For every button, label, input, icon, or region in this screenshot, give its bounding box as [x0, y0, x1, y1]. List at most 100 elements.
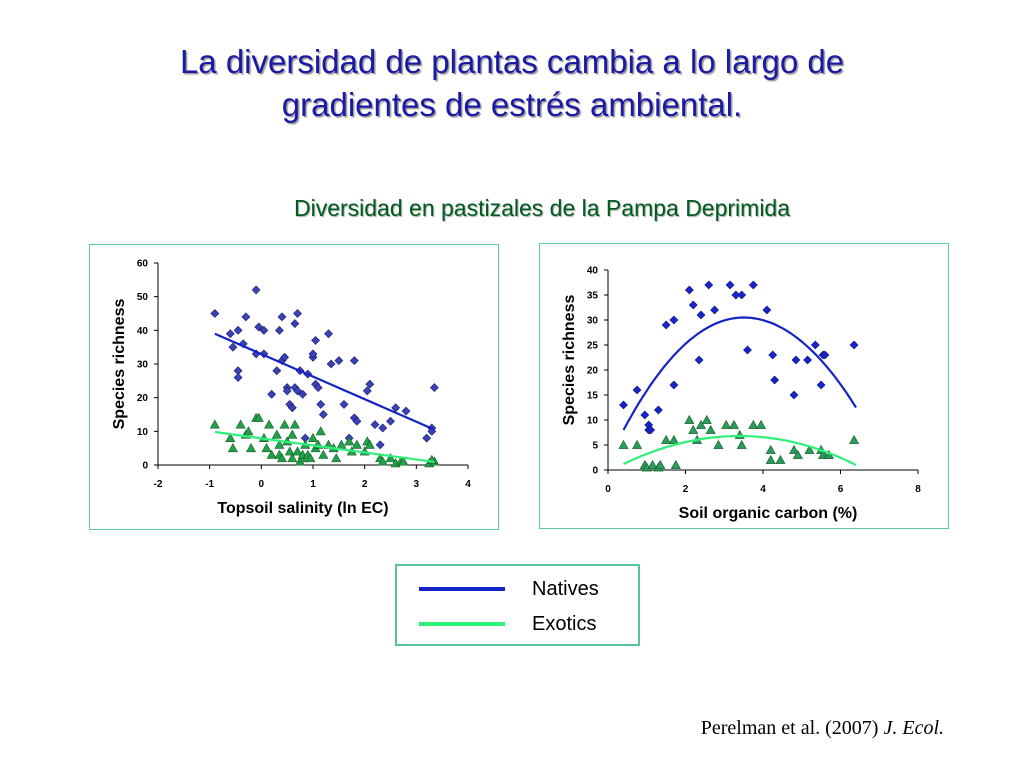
y-tick-label: 35 — [587, 291, 599, 302]
exotics-point — [351, 439, 362, 449]
exotics-point — [284, 446, 295, 456]
natives-point — [339, 399, 349, 409]
natives-point — [849, 340, 859, 350]
natives-point — [375, 440, 385, 450]
natives-point — [816, 380, 826, 390]
natives-point — [653, 405, 663, 415]
natives-point — [789, 390, 799, 400]
exotics-point — [318, 449, 329, 459]
natives-trend-line — [214, 332, 435, 431]
natives-point — [311, 336, 321, 345]
exotics-point — [274, 439, 285, 449]
natives-point — [762, 305, 772, 315]
x-tick-label: 0 — [259, 479, 265, 490]
exotics-point — [765, 444, 776, 454]
exotics-point — [245, 443, 257, 453]
carbon-chart-panel: 0 5 10 15 20 25 30 35 40 0 2 4 6 8 Soil organic carbon… — [539, 243, 949, 529]
natives-point — [768, 350, 778, 360]
exotics-point — [775, 454, 786, 464]
title-line-2: gradientes de estrés ambiental. — [281, 86, 743, 123]
exotics-point — [849, 434, 860, 444]
y-tick-label: 5 — [592, 441, 598, 452]
y-tick-label: 30 — [137, 360, 149, 371]
exotics-point — [655, 459, 666, 469]
natives-point — [743, 345, 752, 355]
natives-point — [386, 416, 395, 426]
natives-line-swatch — [419, 587, 505, 591]
exotics-point — [385, 453, 396, 463]
natives-point — [324, 329, 333, 339]
natives-point — [362, 386, 372, 396]
natives-point — [228, 342, 238, 352]
exotics-point — [748, 419, 759, 429]
natives-point — [210, 309, 220, 318]
x-tick-label: 0 — [605, 484, 611, 495]
exotics-point — [276, 453, 288, 463]
natives-point — [694, 355, 704, 365]
natives-point — [820, 350, 830, 360]
y-tick-label: 10 — [587, 416, 599, 427]
citation-authors: Perelman et al. (2007) — [700, 717, 884, 739]
natives-point — [349, 356, 359, 366]
natives-point — [282, 386, 292, 396]
x-tick-label: 8 — [915, 484, 921, 495]
exotics-point — [728, 419, 739, 429]
natives-point — [370, 420, 380, 430]
natives-point — [293, 309, 302, 318]
natives-point — [318, 410, 328, 419]
exotics-point — [788, 444, 800, 454]
natives-point — [293, 386, 302, 396]
x-tick-label: -1 — [205, 479, 214, 490]
exotics-point — [264, 419, 275, 429]
exotics-point — [271, 429, 282, 439]
y-tick-label: 60 — [137, 259, 149, 270]
y-tick-label: 0 — [592, 466, 598, 477]
x-tick-label: 2 — [362, 479, 368, 490]
exotics-point — [804, 444, 815, 454]
exotics-point — [661, 434, 672, 444]
exotics-point — [618, 439, 629, 449]
chart-legend: Natives Exotics — [395, 564, 640, 646]
natives-point — [770, 375, 780, 385]
exotics-point — [307, 432, 319, 442]
natives-point — [669, 315, 679, 325]
exotics-point — [377, 456, 388, 466]
exotics-point — [261, 443, 272, 453]
legend-item-exotics: Exotics — [397, 610, 638, 640]
natives-point — [365, 379, 375, 389]
y-tick-label: 25 — [587, 341, 599, 352]
exotics-point — [209, 419, 220, 429]
x-tick-label: 2 — [683, 484, 689, 495]
exotics-point — [266, 449, 277, 459]
y-axis-title: Species richness — [111, 299, 128, 430]
exotics-point — [289, 419, 300, 429]
natives-point — [696, 310, 706, 320]
natives-point — [259, 325, 269, 335]
natives-point — [251, 285, 261, 295]
exotics-point — [668, 434, 679, 444]
exotics-point — [684, 414, 695, 424]
natives-point — [298, 389, 308, 399]
natives-point — [803, 355, 812, 365]
natives-point — [352, 416, 362, 426]
y-tick-label: 0 — [142, 461, 148, 472]
natives-point — [241, 312, 251, 322]
exotics-trend-line — [214, 430, 435, 464]
natives-point — [290, 319, 300, 329]
x-axis-title: Topsoil salinity (ln EC) — [217, 500, 388, 517]
x-axis-title: Soil organic carbon (%) — [679, 505, 858, 522]
y-tick-label: 10 — [137, 427, 149, 438]
x-tick-label: 6 — [838, 484, 844, 495]
exotics-point — [701, 414, 712, 424]
exotics-point — [398, 456, 409, 466]
exotics-point — [292, 446, 303, 456]
natives-point — [619, 400, 628, 410]
natives-point — [422, 433, 432, 443]
natives-point — [267, 389, 277, 399]
natives-point — [640, 410, 650, 420]
citation-journal: J. Ecol. — [883, 717, 944, 739]
exotics-point — [713, 439, 724, 449]
exotics-point — [734, 429, 745, 439]
natives-point — [710, 305, 719, 315]
exotics-point — [632, 439, 643, 449]
